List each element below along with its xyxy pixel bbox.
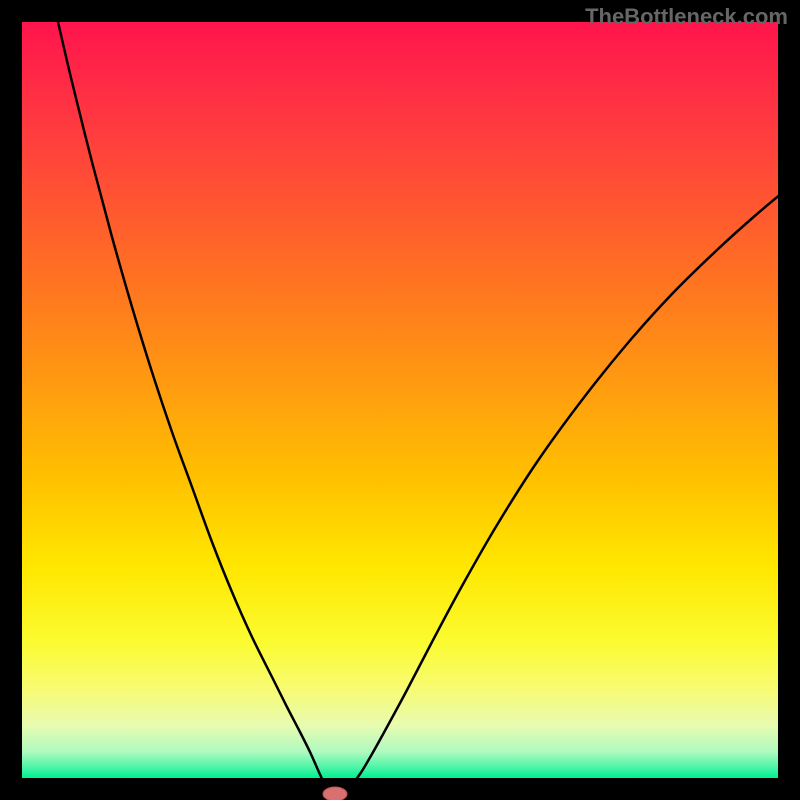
chart-background: [22, 22, 778, 778]
optimum-marker: [323, 787, 347, 800]
chart-container: TheBottleneck.com: [0, 0, 800, 800]
bottleneck-chart: [0, 0, 800, 800]
watermark-text: TheBottleneck.com: [585, 4, 788, 30]
